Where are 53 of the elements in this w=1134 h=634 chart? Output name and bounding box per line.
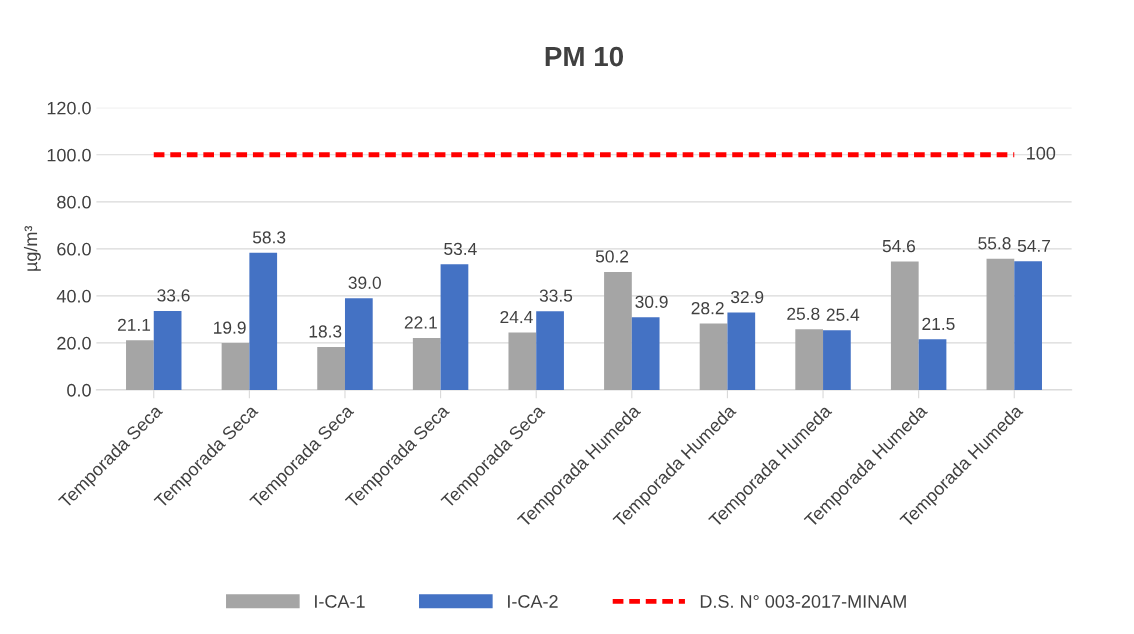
data-label: 50.2 <box>595 250 629 263</box>
bar <box>249 252 278 390</box>
bar <box>536 311 564 390</box>
bar <box>823 330 851 390</box>
data-label: 30.9 <box>635 295 668 308</box>
legend-label: D.S. N° 003-2017-MINAM <box>700 595 906 608</box>
y-tick-label: 120.0 <box>47 101 91 115</box>
data-label: 39.0 <box>348 276 381 289</box>
data-label: 24.4 <box>500 310 533 324</box>
y-tick-label: 60.0 <box>57 242 91 256</box>
bar <box>317 346 345 390</box>
bar <box>440 264 469 390</box>
data-label: 100 <box>1027 146 1056 160</box>
data-label: 21.5 <box>922 317 955 331</box>
data-label: 54.7 <box>1017 239 1051 252</box>
bar <box>986 258 1015 390</box>
data-label: 33.5 <box>539 289 573 302</box>
y-tick-label: 100.0 <box>47 148 91 162</box>
bar <box>1014 261 1042 390</box>
bar <box>604 271 632 390</box>
bar <box>344 298 373 390</box>
data-label: 28.2 <box>691 302 724 315</box>
data-label: 21.1 <box>117 318 151 331</box>
legend-label: I-CA-2 <box>508 595 558 608</box>
data-label: 55.8 <box>978 237 1011 250</box>
bar <box>699 323 728 390</box>
y-tick-label: 20.0 <box>57 336 91 350</box>
y-tick-label: 80.0 <box>57 195 91 209</box>
data-label: 54.6 <box>882 239 916 253</box>
chart-title: PM 10 <box>545 46 624 67</box>
data-label: 32.9 <box>730 290 764 304</box>
data-label: 19.9 <box>214 321 246 334</box>
bar <box>795 329 824 390</box>
bar <box>508 332 537 390</box>
bar <box>153 310 182 390</box>
data-label: 25.4 <box>826 308 860 321</box>
bar <box>126 340 154 390</box>
bar <box>918 339 947 390</box>
data-label: 22.1 <box>404 316 437 329</box>
bar <box>631 317 660 390</box>
bar <box>727 312 756 390</box>
legend-label: I-CA-1 <box>315 595 365 608</box>
data-label: 58.3 <box>252 231 286 244</box>
y-axis-title: µg/m³ <box>23 225 41 271</box>
data-label: 25.8 <box>787 307 820 320</box>
bar <box>221 343 250 390</box>
bar <box>412 337 441 390</box>
data-label: 53.4 <box>444 242 477 256</box>
data-label: 18.3 <box>309 325 342 338</box>
bar <box>890 261 919 390</box>
data-label: 33.6 <box>157 289 190 302</box>
y-tick-label: 40.0 <box>56 289 91 303</box>
y-tick-label: 0.0 <box>67 383 91 397</box>
